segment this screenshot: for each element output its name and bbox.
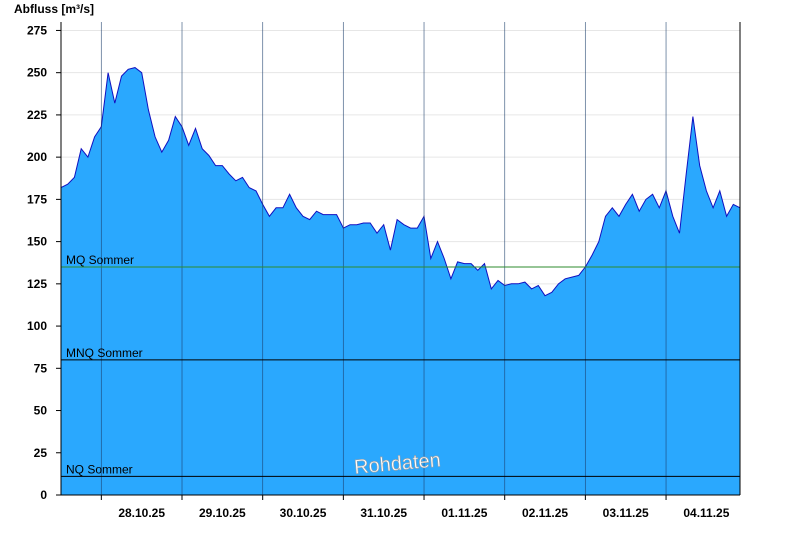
x-tick-label: 02.11.25 — [522, 506, 568, 520]
y-tick-label: 50 — [34, 404, 48, 418]
x-tick-label: 01.11.25 — [441, 506, 487, 520]
y-tick-label: 275 — [27, 23, 47, 37]
reference-line-label: MNQ Sommer — [66, 346, 143, 360]
reference-line-label: MQ Sommer — [66, 253, 134, 267]
y-tick-label: 150 — [27, 235, 47, 249]
x-tick-label: 04.11.25 — [683, 506, 729, 520]
reference-lines: MQ Sommer MNQ Sommer NQ Sommer — [61, 253, 740, 477]
y-tick-label: 175 — [27, 192, 47, 206]
y-tick-label: 0 — [40, 488, 47, 502]
discharge-area — [60, 67, 741, 495]
x-tick-label: 28.10.25 — [118, 506, 165, 520]
axes — [56, 22, 741, 500]
x-tick-labels: 28.10.25 29.10.25 30.10.25 31.10.25 01.11.25… — [118, 506, 729, 520]
y-tick-label: 225 — [27, 108, 47, 122]
x-tick-label: 31.10.25 — [360, 506, 407, 520]
y-tick-label: 75 — [34, 361, 48, 375]
discharge-series-line — [60, 67, 741, 297]
y-tick-label: 250 — [27, 66, 47, 80]
x-tick-label: 03.11.25 — [603, 506, 649, 520]
y-tick-labels: 0 25 50 75 100 125 150 175 200 225 250 275 — [27, 23, 47, 502]
x-tick-label: 29.10.25 — [199, 506, 246, 520]
day-separator-lines — [100, 22, 667, 495]
y-axis-label: Abfluss [m³/s] — [14, 2, 94, 16]
discharge-area-fill — [61, 67, 740, 495]
reference-line-label: NQ Sommer — [66, 462, 133, 476]
y-tick-label: 25 — [34, 446, 48, 460]
y-tick-label: 100 — [27, 319, 47, 333]
x-tick-label: 30.10.25 — [280, 506, 327, 520]
y-tick-label: 125 — [27, 277, 47, 291]
y-tick-label: 200 — [27, 150, 47, 164]
